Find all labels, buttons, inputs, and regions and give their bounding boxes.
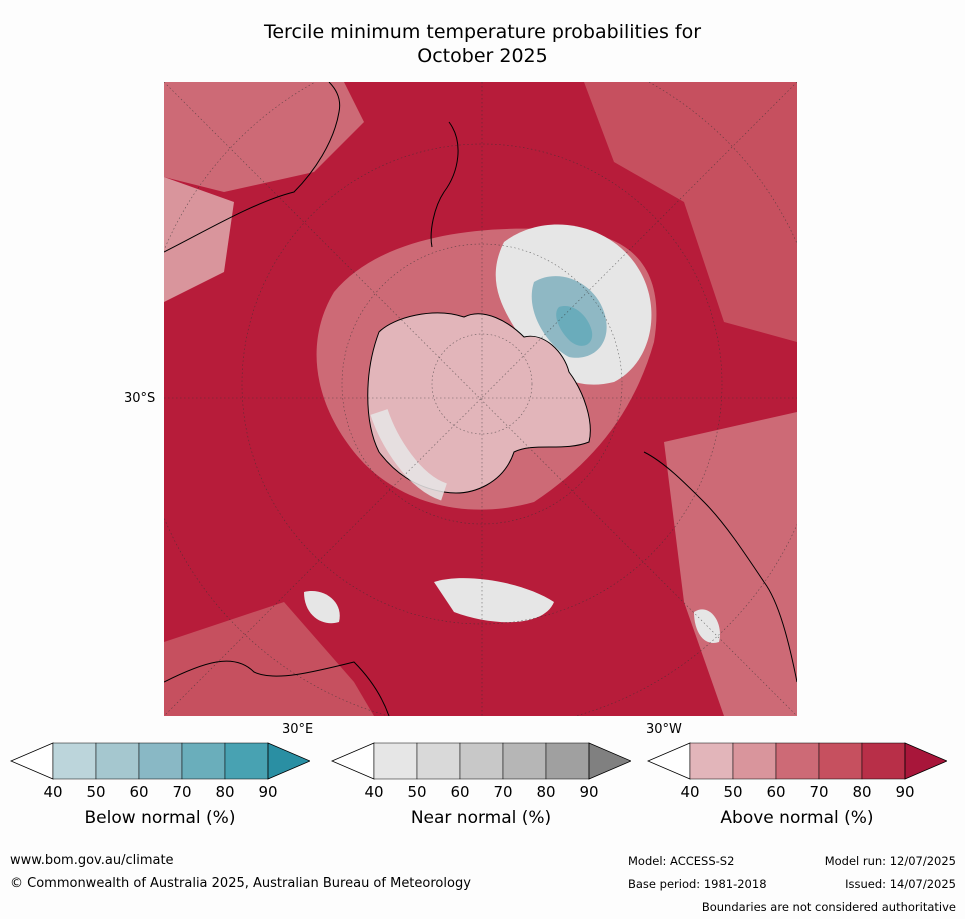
coastal-near-normal-band: [370, 408, 448, 501]
colorbar-below: [10, 742, 310, 780]
title-line-1: Tercile minimum temperature probabilitie…: [263, 21, 702, 43]
near-segment-40: [373, 742, 418, 780]
colorbar-near-svg: [331, 742, 631, 780]
near-tick-80: 80: [536, 783, 556, 801]
probability-map: [164, 82, 797, 716]
above-segment-60: [775, 742, 820, 780]
south-america-coast: [643, 451, 797, 683]
below-segment-70: [181, 742, 226, 780]
below-extend-high: [267, 742, 310, 780]
near-segment-50: [416, 742, 461, 780]
colorbar-below-label: Below normal (%): [84, 808, 236, 828]
australia-coast: [164, 82, 341, 253]
near-segment-80: [545, 742, 590, 780]
near-segment-70: [502, 742, 547, 780]
africa-coast: [164, 660, 390, 716]
above-segment-40: [689, 742, 734, 780]
footer-base-period: Base period: 1981-2018: [628, 877, 767, 891]
footer-model: Model: ACCESS-S2: [628, 854, 735, 868]
above-segment-50: [732, 742, 777, 780]
above-tick-70: 70: [809, 783, 829, 801]
below-tick-60: 60: [129, 783, 149, 801]
near-tick-90: 90: [579, 783, 599, 801]
near-extend-high: [588, 742, 631, 780]
below-segment-60: [138, 742, 183, 780]
near-segment-60: [459, 742, 504, 780]
below-segment-50: [95, 742, 140, 780]
above-tick-90: 90: [895, 783, 915, 801]
footer-disclaimer: Boundaries are not considered authoritat…: [701, 900, 956, 914]
near-tick-70: 70: [493, 783, 513, 801]
colorbar-above: [647, 742, 947, 780]
above-segment-80: [861, 742, 906, 780]
near-tick-60: 60: [450, 783, 470, 801]
new-zealand-coast: [430, 121, 459, 248]
below-segment-80: [224, 742, 269, 780]
latitude-label-30s: 30°S: [124, 391, 156, 406]
footer-model-run: Model run: 12/07/2025: [824, 854, 956, 868]
above-tick-60: 60: [766, 783, 786, 801]
above-tick-50: 50: [723, 783, 743, 801]
footer-copyright: © Commonwealth of Australia 2025, Austra…: [10, 876, 471, 891]
near-tick-50: 50: [407, 783, 427, 801]
near-tick-40: 40: [364, 783, 384, 801]
colorbar-near: [331, 742, 631, 780]
region-west: [164, 177, 234, 302]
colorbar-near-label: Near normal (%): [410, 808, 552, 828]
colorbar-above-svg: [647, 742, 947, 780]
region-ne: [584, 82, 797, 342]
region-sw: [164, 602, 374, 716]
longitude-label-30e: 30°E: [282, 722, 314, 737]
above-segment-70: [818, 742, 863, 780]
graticule: [164, 82, 797, 716]
map-svg: [164, 82, 797, 716]
footer-issued: Issued: 14/07/2025: [845, 877, 956, 891]
above-tick-80: 80: [852, 783, 872, 801]
above-tick-40: 40: [680, 783, 700, 801]
near-extend-low: [331, 742, 375, 780]
footer-url: www.bom.gov.au/climate: [10, 853, 174, 868]
colorbar-below-svg: [10, 742, 310, 780]
antarctica-landmass: [367, 312, 591, 494]
patch-south-near-normal: [434, 578, 554, 623]
below-extend-low: [10, 742, 54, 780]
below-tick-80: 80: [215, 783, 235, 801]
map-title: Tercile minimum temperature probabilitie…: [0, 20, 965, 68]
region-se: [664, 412, 797, 716]
colorbar-above-label: Above normal (%): [720, 808, 874, 828]
above-extend-high: [904, 742, 947, 780]
below-tick-70: 70: [172, 783, 192, 801]
below-tick-90: 90: [258, 783, 278, 801]
patch-sw-near-normal: [304, 591, 340, 624]
above-extend-low: [647, 742, 691, 780]
region-nw: [164, 82, 364, 192]
below-segment-40: [52, 742, 97, 780]
below-tick-40: 40: [43, 783, 63, 801]
longitude-label-30w: 30°W: [646, 722, 682, 737]
region-below-normal-core: [556, 306, 593, 346]
title-line-2: October 2025: [417, 45, 548, 67]
below-tick-50: 50: [86, 783, 106, 801]
